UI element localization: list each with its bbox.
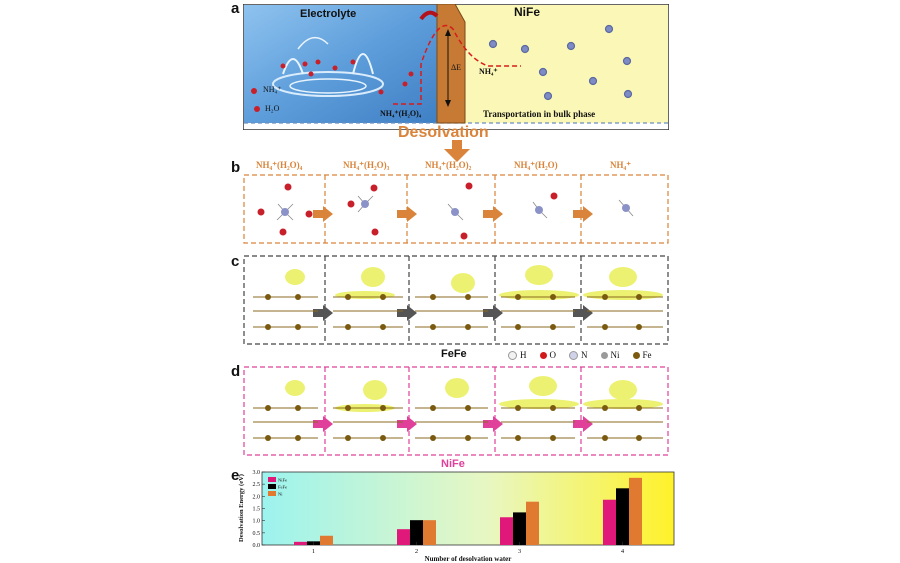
legend-swatch-nife bbox=[268, 477, 276, 482]
nickel-swatch bbox=[600, 351, 608, 359]
x-axis-title: Number of desolvation water bbox=[425, 555, 512, 563]
legend-swatch-ni bbox=[268, 491, 276, 496]
desolvation-arrow bbox=[444, 140, 470, 162]
bar-fefe-4 bbox=[616, 488, 629, 545]
nitrogen-swatch bbox=[569, 350, 578, 360]
bar-ni-4 bbox=[629, 477, 642, 545]
stage-label-2: NH₄⁺(H₂O)₃ bbox=[343, 160, 390, 170]
oxygen-swatch bbox=[539, 351, 547, 359]
nife-region bbox=[437, 5, 668, 123]
x-tick-label: 4 bbox=[621, 548, 625, 555]
x-tick-label: 3 bbox=[518, 548, 521, 555]
desolvation-label: Desolvation bbox=[398, 124, 489, 141]
atom-legend: H O N Ni Fe bbox=[508, 350, 652, 360]
bar-nife-1 bbox=[294, 541, 307, 545]
legend-n: N bbox=[581, 350, 588, 360]
legend-label-nife: NiFe bbox=[278, 478, 287, 483]
nife-label: NiFe bbox=[514, 5, 541, 19]
panel-letter-b: b bbox=[231, 159, 241, 176]
panel-letter-c: c bbox=[231, 253, 240, 270]
electrolyte-label: Electrolyte bbox=[300, 8, 357, 20]
bar-fefe-2 bbox=[410, 520, 423, 545]
nh4-legend-label: NH₄⁺ bbox=[263, 85, 282, 94]
legend-ni: Ni bbox=[610, 350, 620, 360]
fefe-adsorption-diagram bbox=[243, 255, 669, 345]
legend-label-ni: Ni bbox=[278, 492, 283, 497]
stage-label-3: NH₄⁺(H₂O)₂ bbox=[425, 160, 472, 170]
delta-e-label: ΔE bbox=[451, 63, 462, 72]
bar-nife-3 bbox=[500, 517, 513, 545]
nife-adsorption-diagram bbox=[243, 366, 669, 456]
legend-label-fefe: FeFe bbox=[278, 485, 287, 490]
hydrogen-swatch bbox=[508, 350, 517, 360]
y-tick-label: 3.0 bbox=[253, 470, 261, 476]
legend-o: O bbox=[549, 350, 557, 360]
stage-label-1: NH₄⁺(H₂O)₄ bbox=[256, 160, 303, 170]
bar-ni-1 bbox=[320, 535, 333, 545]
panel-letter-a: a bbox=[231, 0, 240, 17]
y-tick-label: 2.5 bbox=[253, 482, 261, 488]
x-tick-label: 2 bbox=[415, 548, 418, 555]
legend-fe: Fe bbox=[642, 350, 652, 360]
legend-h: H bbox=[520, 350, 527, 360]
bar-fefe-3 bbox=[513, 512, 526, 545]
panel-letter-e: e bbox=[231, 467, 240, 484]
y-tick-label: 0.0 bbox=[253, 543, 261, 549]
bar-ni-2 bbox=[423, 520, 436, 545]
bar-nife-2 bbox=[397, 529, 410, 545]
y-tick-label: 0.5 bbox=[253, 531, 261, 537]
stage-label-4: NH₄⁺(H₂O) bbox=[514, 160, 558, 170]
fefe-caption: FeFe bbox=[441, 348, 467, 360]
iron-swatch bbox=[632, 351, 640, 359]
desolvation-energy-chart: 0.0 0.5 1.0 1.5 2.0 2.5 3.0 1 2 3 4 NiFe FeFe Ni Nu… bbox=[238, 470, 675, 563]
nife-caption: NiFe bbox=[441, 458, 465, 470]
desolvation-stages-diagram bbox=[243, 174, 669, 244]
y-tick-label: 1.5 bbox=[253, 507, 261, 513]
bar-nife-4 bbox=[603, 499, 616, 545]
stage-label-5: NH₄⁺ bbox=[610, 160, 631, 170]
transport-label: Transportation in bulk phase bbox=[483, 109, 596, 119]
complex-label: NH₄⁺(H₂O)₄ bbox=[380, 109, 422, 118]
nh4-ion-label: NH₄⁺ bbox=[479, 67, 498, 76]
legend-swatch-fefe bbox=[268, 484, 276, 489]
interface-wall bbox=[436, 4, 466, 124]
h2o-legend-label: H₂O bbox=[265, 104, 280, 113]
electrolyte-interface-diagram bbox=[243, 4, 669, 130]
panel-letter-d: d bbox=[231, 363, 241, 380]
y-axis-title: Desolvation Energy (eV) bbox=[238, 474, 245, 542]
y-tick-label: 1.0 bbox=[253, 519, 261, 525]
x-tick-label: 1 bbox=[312, 548, 315, 555]
bar-ni-3 bbox=[526, 501, 539, 545]
y-tick-label: 2.0 bbox=[253, 494, 261, 500]
